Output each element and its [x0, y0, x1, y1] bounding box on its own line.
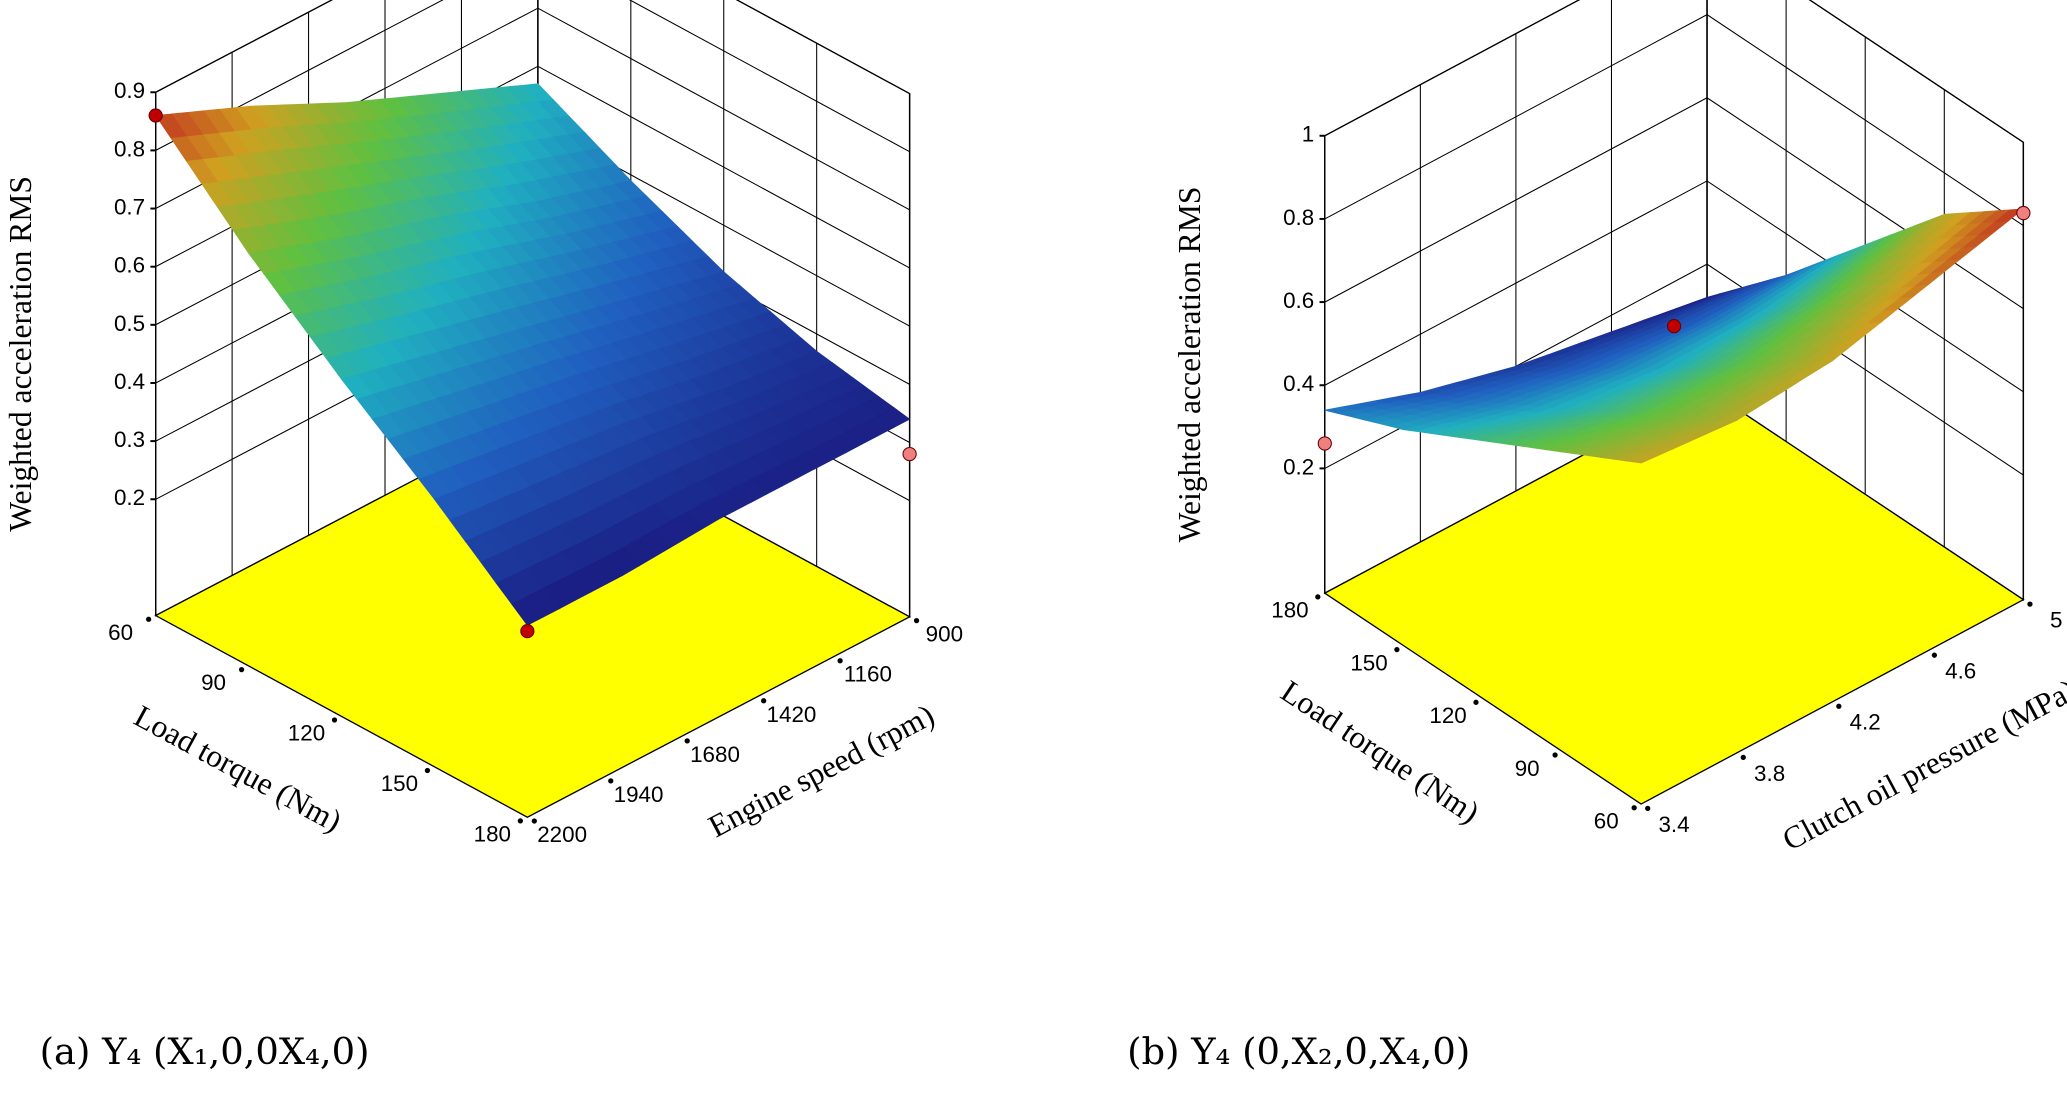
- tick-mark: [1552, 752, 1558, 758]
- x-tick-label: 60: [1594, 809, 1619, 834]
- tick-mark: [1931, 652, 1938, 658]
- design-point: [1666, 319, 1682, 334]
- tick-mark: [1740, 754, 1746, 760]
- design-point: [1317, 436, 1332, 451]
- x-tick-label: 150: [1350, 650, 1387, 675]
- tick-mark: [684, 738, 690, 744]
- grid-line: [1324, 0, 2024, 143]
- tick-mark: [1836, 703, 1842, 709]
- tick-mark: [2027, 601, 2033, 607]
- y-tick-label: 4.2: [1850, 710, 1881, 735]
- tick-mark: [608, 778, 614, 784]
- y-tick-label: 1680: [690, 742, 740, 767]
- tick-mark: [761, 698, 767, 704]
- y-axis-title: Engine speed (rpm): [703, 697, 940, 844]
- z-tick-label: 0.3: [114, 427, 145, 452]
- x-tick-label: 90: [1515, 756, 1540, 781]
- y-tick-label: 5: [2050, 608, 2062, 633]
- z-tick-label: 1: [1302, 122, 1314, 147]
- y-tick-label: 900: [926, 622, 963, 647]
- tick-mark: [517, 818, 523, 824]
- y-tick-label: 1160: [844, 662, 892, 687]
- z-axis-title: Weighted acceleration RMS: [3, 176, 38, 532]
- design-point: [2016, 205, 2031, 221]
- x-tick-label: 90: [201, 670, 226, 695]
- x-tick-label: 120: [1429, 703, 1466, 728]
- grid-line: [155, 0, 910, 153]
- tick-mark: [146, 616, 152, 622]
- tick-mark: [424, 767, 431, 774]
- tick-mark: [837, 658, 843, 664]
- tick-mark: [331, 717, 338, 723]
- design-point: [902, 446, 917, 462]
- tick-mark: [1645, 805, 1651, 812]
- y-tick-label: 1940: [614, 782, 664, 807]
- tick-mark: [531, 818, 537, 824]
- y-tick-label: 1420: [767, 702, 817, 727]
- tick-mark: [913, 617, 920, 624]
- y-tick-label: 3.8: [1754, 761, 1785, 786]
- z-tick-label: 0.4: [1283, 371, 1314, 396]
- tick-mark: [1631, 805, 1637, 811]
- y-tick-label: 2200: [537, 822, 587, 847]
- tick-mark: [238, 666, 245, 673]
- z-tick-label: 0.8: [1283, 205, 1314, 230]
- x-tick-label: 180: [1271, 598, 1308, 623]
- z-tick-label: 0.2: [1283, 454, 1314, 479]
- x-tick-label: 150: [381, 771, 418, 796]
- design-point: [148, 108, 163, 123]
- z-axis-title: Weighted acceleration RMS: [1172, 187, 1207, 543]
- tick-mark: [1394, 646, 1400, 653]
- grid-line: [155, 0, 910, 95]
- tick-mark: [1473, 699, 1479, 705]
- surface-patch: [1626, 453, 1659, 464]
- caption: (a) Y₄ (X₁,0,0X₄,0): [40, 1030, 370, 1073]
- z-tick-label: 0.6: [114, 253, 145, 278]
- y-tick-label: 3.4: [1658, 812, 1689, 837]
- x-tick-label: 180: [474, 821, 511, 846]
- x-tick-label: 60: [108, 620, 133, 645]
- z-tick-label: 0.8: [114, 136, 145, 161]
- z-tick-label: 0.7: [114, 194, 145, 219]
- x-tick-label: 120: [288, 721, 325, 746]
- design-point: [520, 624, 535, 639]
- tick-mark: [1315, 594, 1321, 600]
- caption: (b) Y₄ (0,X₂,0,X₄,0): [1127, 1030, 1470, 1073]
- z-tick-label: 0.4: [114, 369, 145, 394]
- z-tick-label: 0.2: [114, 485, 145, 510]
- y-tick-label: 4.6: [1945, 659, 1976, 684]
- z-tick-label: 0.5: [114, 311, 145, 336]
- x-axis-title: Load torque (Nm): [1275, 673, 1486, 830]
- z-tick-label: 0.6: [1283, 288, 1314, 313]
- x-axis-title: Load torque (Nm): [129, 698, 348, 839]
- z-tick-label: 0.9: [114, 78, 145, 103]
